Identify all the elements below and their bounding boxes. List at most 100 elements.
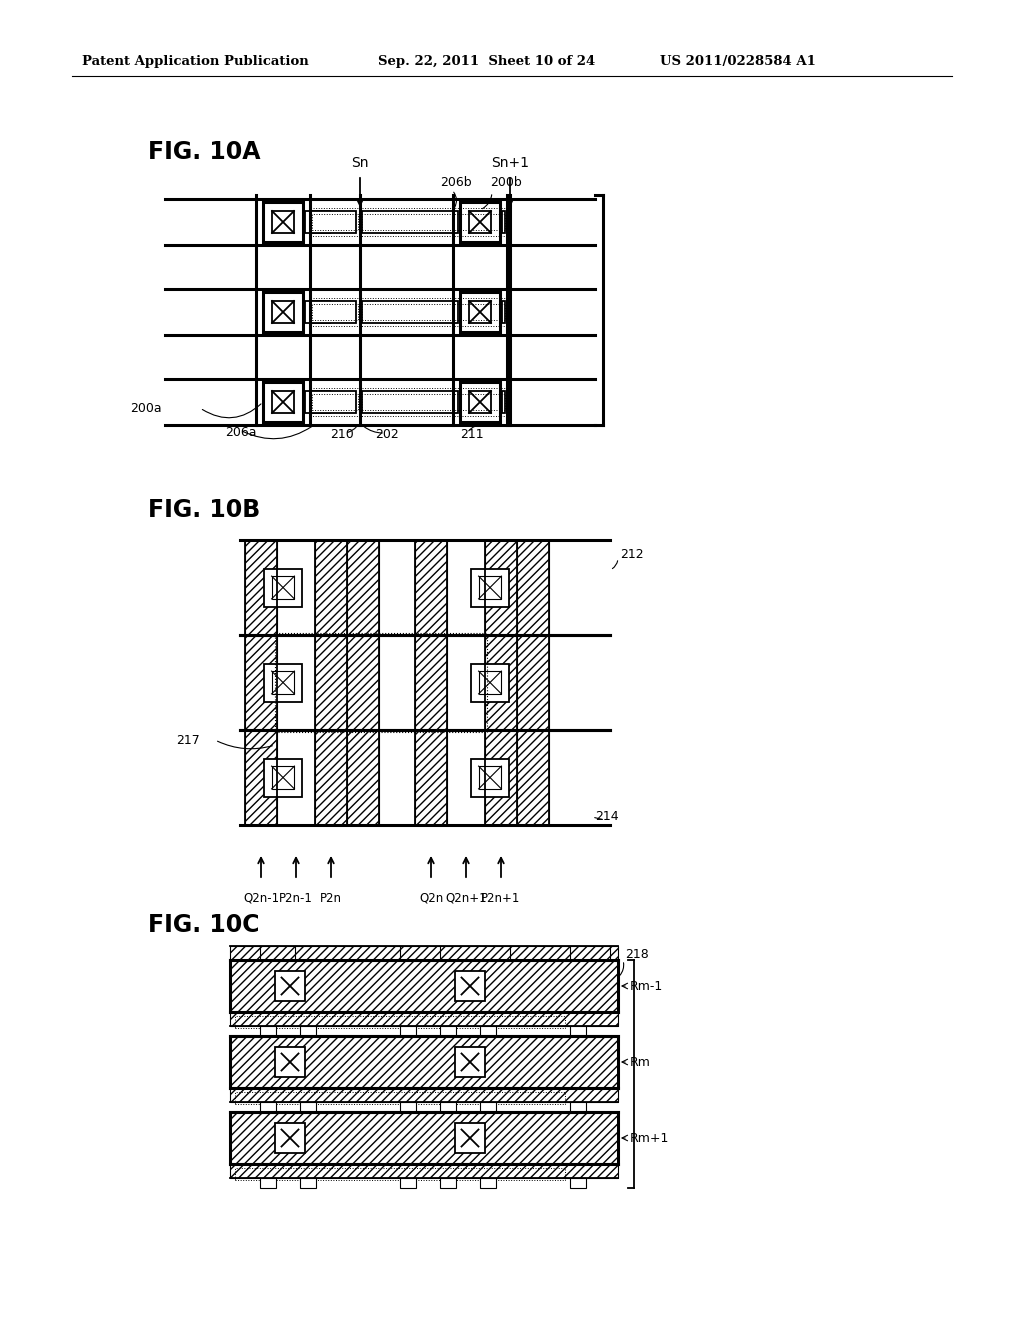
Bar xyxy=(440,1026,456,1036)
Bar xyxy=(415,540,447,635)
Bar xyxy=(485,540,517,635)
Bar xyxy=(234,1168,565,1180)
Bar xyxy=(485,730,517,825)
Bar xyxy=(415,730,447,825)
Text: 206b: 206b xyxy=(440,177,472,190)
Bar xyxy=(447,730,517,825)
Bar xyxy=(275,1123,305,1152)
Bar xyxy=(480,1177,496,1188)
Text: Patent Application Publication: Patent Application Publication xyxy=(82,55,309,69)
Bar xyxy=(310,388,508,416)
Text: Sn+1: Sn+1 xyxy=(490,156,529,170)
Bar xyxy=(362,301,458,323)
Bar xyxy=(310,298,508,326)
Bar xyxy=(263,202,303,242)
Bar xyxy=(230,1164,618,1177)
Bar xyxy=(455,1047,485,1077)
Bar xyxy=(230,946,618,960)
Bar xyxy=(485,635,517,730)
Bar xyxy=(260,1102,276,1111)
Text: 218: 218 xyxy=(625,949,649,961)
Bar xyxy=(460,292,500,333)
Bar xyxy=(264,569,302,606)
Bar xyxy=(400,1177,416,1188)
Bar xyxy=(315,540,347,635)
Bar xyxy=(275,634,487,733)
Bar xyxy=(278,730,347,825)
Bar xyxy=(272,211,294,234)
Text: 202: 202 xyxy=(375,429,398,441)
Bar xyxy=(480,1102,496,1111)
Text: Rm: Rm xyxy=(630,1056,651,1068)
Text: P2n+1: P2n+1 xyxy=(481,891,520,904)
Bar xyxy=(455,1123,485,1152)
Text: 217: 217 xyxy=(176,734,200,747)
Bar xyxy=(230,1111,618,1164)
Text: US 2011/0228584 A1: US 2011/0228584 A1 xyxy=(660,55,816,69)
Bar xyxy=(260,1026,276,1036)
Bar xyxy=(230,960,618,1012)
Bar xyxy=(264,759,302,796)
Bar xyxy=(312,393,358,411)
Text: P2n: P2n xyxy=(319,891,342,904)
Bar xyxy=(305,391,356,413)
Bar xyxy=(447,540,517,635)
Bar xyxy=(469,301,490,323)
Bar xyxy=(312,304,358,319)
Bar xyxy=(570,1026,586,1036)
Bar xyxy=(478,671,502,694)
Bar xyxy=(478,766,502,789)
Text: 206a: 206a xyxy=(225,425,256,438)
Bar xyxy=(271,766,295,789)
Text: FIG. 10A: FIG. 10A xyxy=(148,140,260,164)
Bar xyxy=(502,211,505,234)
Bar xyxy=(347,540,379,635)
Bar xyxy=(245,730,278,825)
Text: Rm+1: Rm+1 xyxy=(630,1131,670,1144)
Text: 210: 210 xyxy=(330,429,353,441)
Bar xyxy=(305,211,356,234)
Text: Sn: Sn xyxy=(351,156,369,170)
Bar xyxy=(275,1047,305,1077)
Text: 211: 211 xyxy=(460,429,483,441)
Bar xyxy=(315,635,347,730)
Text: FIG. 10C: FIG. 10C xyxy=(148,913,259,937)
Bar xyxy=(264,664,302,701)
Text: FIG. 10B: FIG. 10B xyxy=(148,498,260,521)
Text: Q2n: Q2n xyxy=(419,891,443,904)
Bar xyxy=(471,569,509,606)
Bar xyxy=(230,1036,618,1088)
Bar xyxy=(312,214,358,230)
Bar xyxy=(315,730,347,825)
Bar xyxy=(278,540,347,635)
Bar xyxy=(234,1016,565,1028)
Bar xyxy=(271,671,295,694)
Bar xyxy=(440,1177,456,1188)
Bar xyxy=(234,1092,565,1104)
Bar xyxy=(471,664,509,701)
Bar xyxy=(447,635,517,730)
Bar xyxy=(362,391,458,413)
Bar xyxy=(347,730,379,825)
Bar xyxy=(312,391,330,413)
Text: 212: 212 xyxy=(620,549,644,561)
Bar xyxy=(455,972,485,1001)
Bar xyxy=(440,1102,456,1111)
Bar xyxy=(300,1026,316,1036)
Bar xyxy=(271,576,295,599)
Bar xyxy=(230,1012,618,1026)
Bar xyxy=(362,393,505,411)
Bar xyxy=(347,635,379,730)
Bar xyxy=(570,1177,586,1188)
Bar xyxy=(415,635,447,730)
Bar xyxy=(312,301,330,323)
Bar xyxy=(245,635,278,730)
Bar xyxy=(502,301,505,323)
Bar xyxy=(469,211,490,234)
Bar xyxy=(230,1088,618,1102)
Bar xyxy=(362,214,505,230)
Bar xyxy=(310,209,508,236)
Bar xyxy=(362,211,458,234)
Bar xyxy=(263,292,303,333)
Bar xyxy=(260,1177,276,1188)
